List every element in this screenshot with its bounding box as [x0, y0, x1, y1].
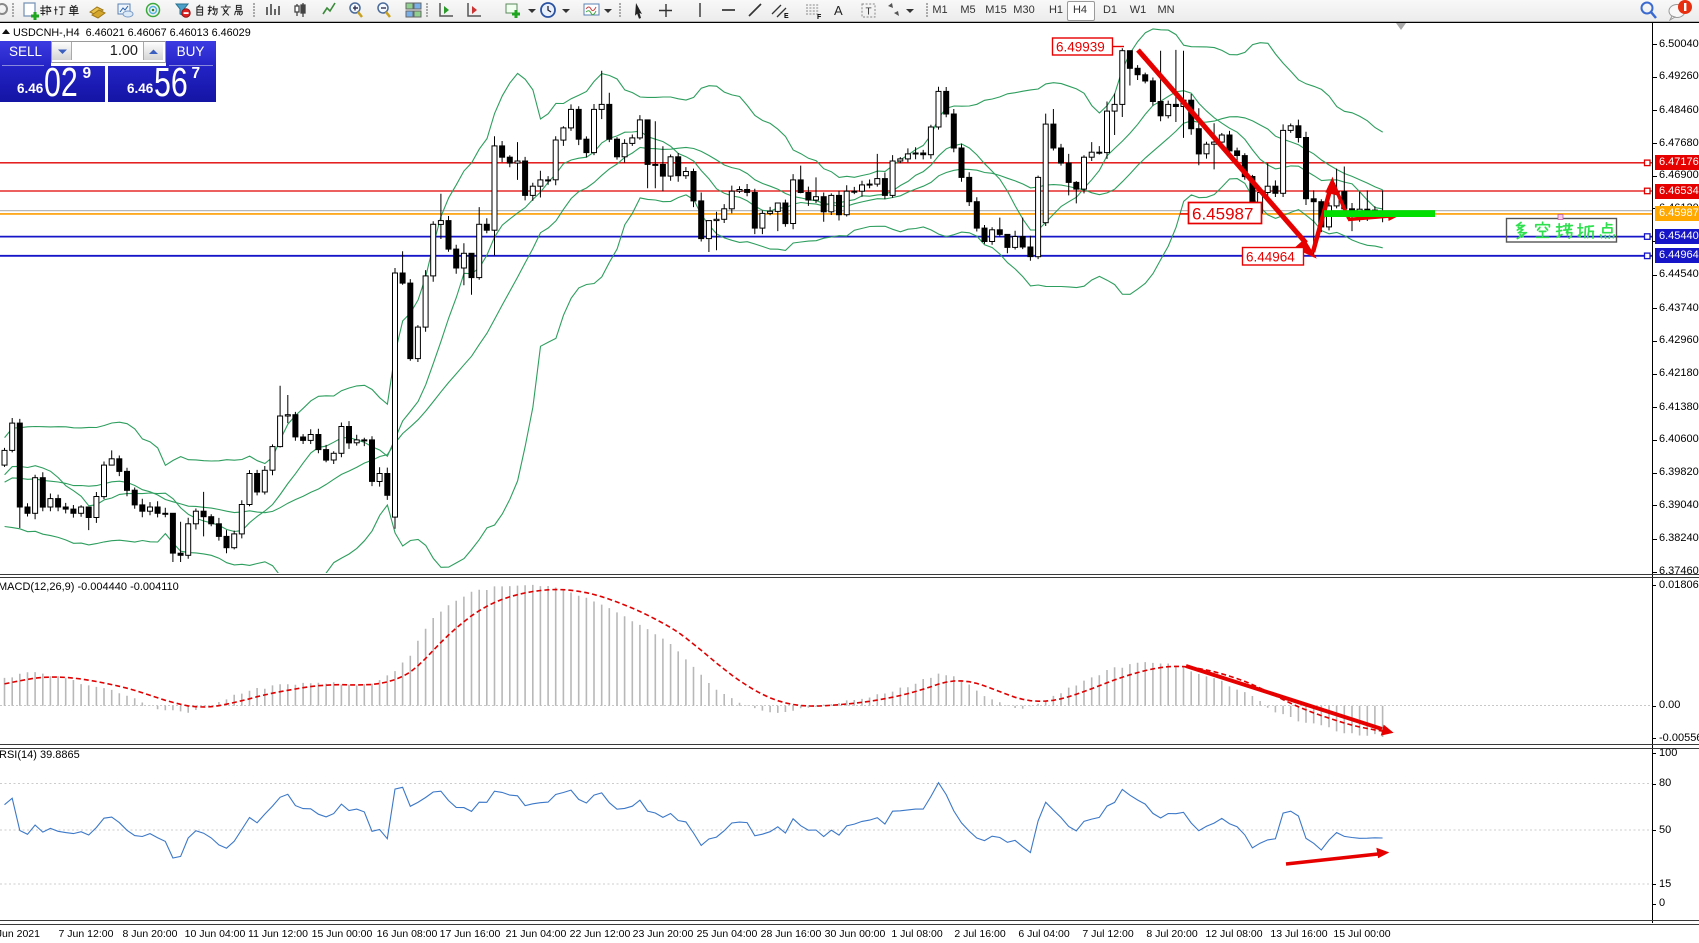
svg-text:6.49939: 6.49939 — [1056, 40, 1105, 55]
svg-text:F: F — [817, 14, 822, 21]
svg-text:E: E — [784, 13, 789, 20]
svg-text:6.45987: 6.45987 — [1192, 205, 1253, 224]
svg-text:T: T — [866, 7, 872, 18]
svg-text:A: A — [834, 3, 843, 18]
svg-text:6.44964: 6.44964 — [1246, 250, 1295, 265]
